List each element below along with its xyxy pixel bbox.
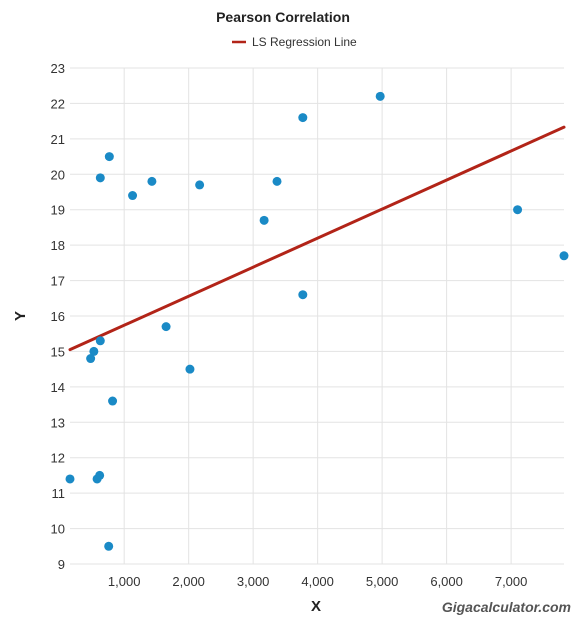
- y-tick-label: 20: [51, 167, 65, 182]
- scatter-points: [65, 91, 569, 551]
- y-tick-label: 15: [51, 344, 65, 359]
- data-point: [298, 113, 308, 123]
- data-point: [147, 176, 157, 186]
- data-point: [375, 91, 385, 101]
- data-point: [185, 364, 195, 374]
- data-point: [559, 251, 569, 261]
- x-tick-label: 1,000: [108, 574, 141, 589]
- data-point: [259, 215, 269, 225]
- data-point: [272, 176, 282, 186]
- y-tick-label: 10: [51, 522, 65, 537]
- data-point: [161, 322, 171, 332]
- legend: LS Regression Line: [232, 35, 357, 49]
- data-point: [95, 470, 105, 480]
- x-tick-label: 3,000: [237, 574, 270, 589]
- x-tick-label: 4,000: [301, 574, 334, 589]
- watermark-text: Gigacalculator.com: [442, 599, 571, 615]
- x-axis-label: X: [311, 598, 321, 615]
- data-point: [195, 180, 205, 190]
- y-tick-label: 13: [51, 415, 65, 430]
- y-tick-label: 22: [51, 96, 65, 111]
- x-tick-label: 6,000: [430, 574, 463, 589]
- data-point: [108, 396, 118, 406]
- grid: [70, 67, 564, 565]
- chart-title: Pearson Correlation: [216, 9, 350, 25]
- y-tick-label: 19: [51, 203, 65, 218]
- regression-line-layer: [68, 125, 566, 352]
- data-point: [95, 173, 105, 183]
- data-point: [513, 205, 523, 215]
- y-axis-label: Y: [12, 311, 29, 321]
- y-tick-label: 14: [51, 380, 65, 395]
- data-point: [104, 541, 114, 551]
- y-tick-label: 9: [58, 557, 65, 572]
- data-point: [89, 346, 99, 356]
- data-point: [298, 290, 308, 300]
- y-tick-label: 21: [51, 132, 65, 147]
- data-point: [128, 191, 138, 201]
- y-tick-label: 16: [51, 309, 65, 324]
- data-point: [86, 354, 96, 364]
- y-tick-label: 11: [52, 486, 66, 501]
- x-axis-ticks: 1,000 2,000 3,000 4,000 5,000 6,000 7,000: [108, 574, 527, 589]
- y-tick-label: 18: [51, 238, 65, 253]
- regression-line: [68, 125, 566, 352]
- x-tick-label: 2,000: [172, 574, 205, 589]
- data-point: [104, 152, 114, 162]
- x-tick-label: 5,000: [366, 574, 399, 589]
- y-axis-ticks: 9 10 11 12 13 14 15 16 17 18 19 20 21 22 23: [51, 61, 65, 572]
- data-point: [65, 474, 75, 484]
- y-tick-label: 12: [51, 451, 65, 466]
- legend-label-regression: LS Regression Line: [252, 35, 357, 49]
- y-tick-label: 17: [51, 274, 65, 289]
- y-tick-label: 23: [51, 61, 65, 76]
- x-tick-label: 7,000: [495, 574, 528, 589]
- data-point: [95, 336, 105, 346]
